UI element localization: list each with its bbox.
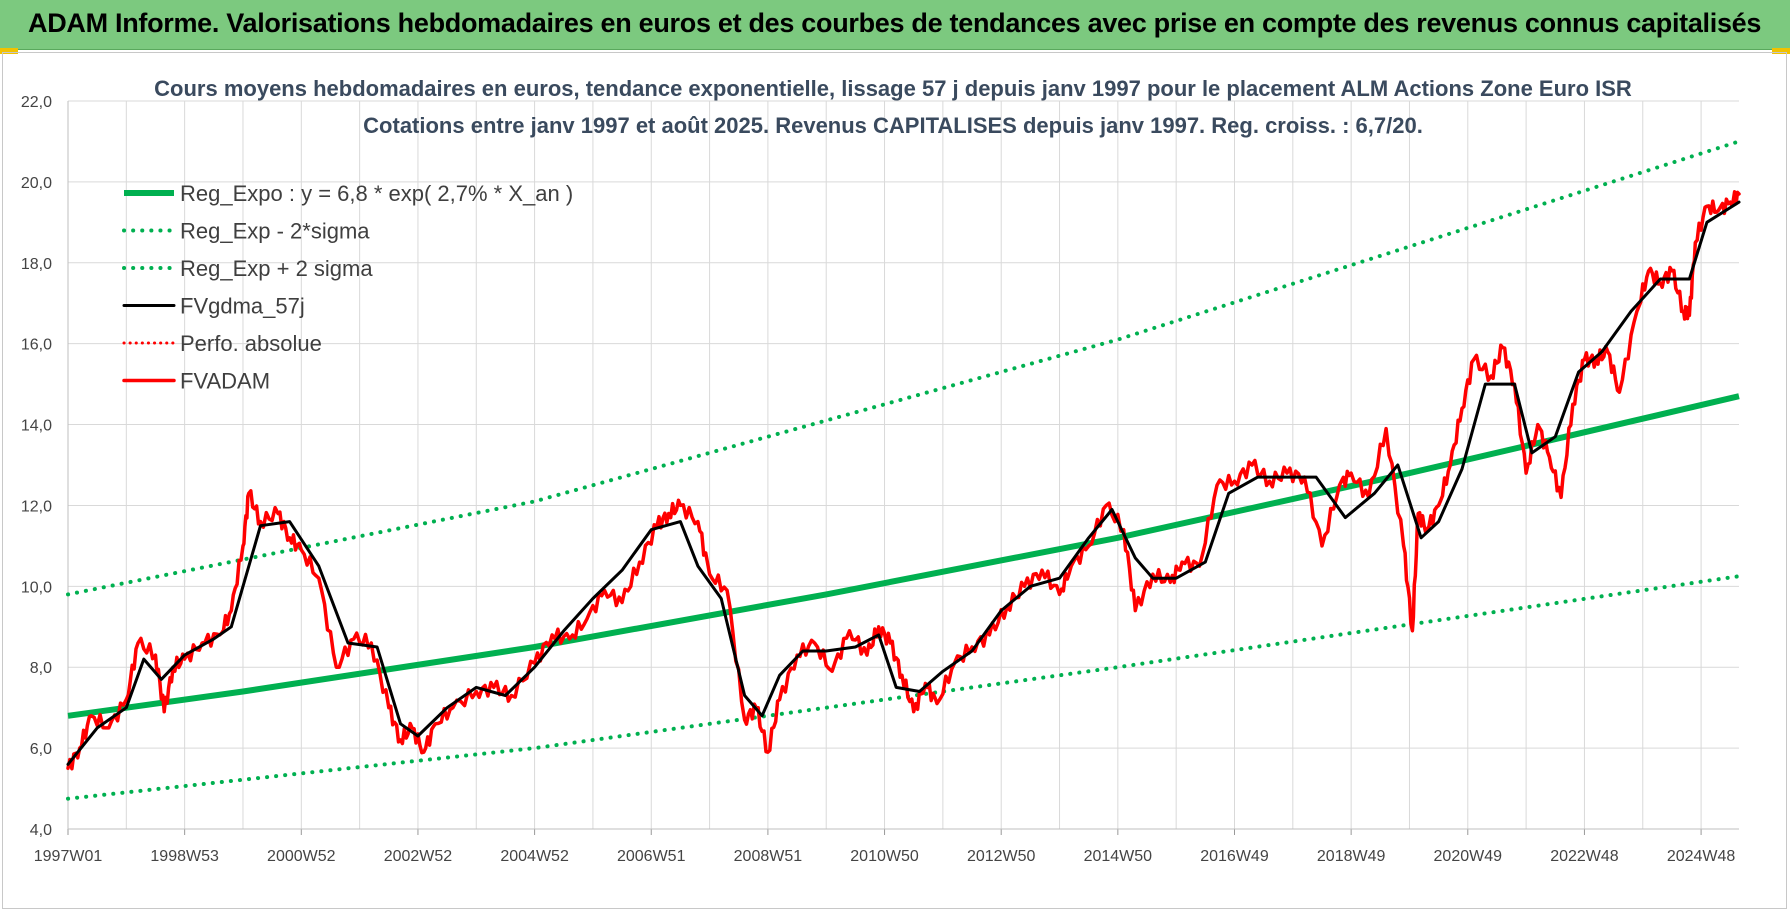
chart-title-line1: Cours moyens hebdomadaires en euros, ten… bbox=[154, 76, 1632, 101]
report-title: ADAM Informe. Valorisations hebdomadaire… bbox=[28, 8, 1762, 38]
legend-label: Reg_Expo : y = 6,8 * exp( 2,7% * X_an ) bbox=[180, 181, 573, 206]
x-tick-label: 2000W52 bbox=[267, 848, 336, 865]
x-tick-label: 2020W49 bbox=[1434, 848, 1503, 865]
corner-marker bbox=[1772, 48, 1790, 54]
series-fvgdma-57j bbox=[66, 200, 1741, 766]
y-tick-label: 18,0 bbox=[21, 256, 52, 273]
y-tick-label: 14,0 bbox=[21, 418, 52, 435]
x-tick-label: 2002W52 bbox=[384, 848, 453, 865]
series-reg-plus-2sigma bbox=[66, 139, 1741, 597]
grid bbox=[68, 100, 1739, 830]
legend-label: Reg_Exp + 2 sigma bbox=[180, 256, 373, 281]
x-tick-label: 2010W50 bbox=[850, 848, 919, 865]
y-tick-label: 20,0 bbox=[21, 175, 52, 192]
y-tick-label: 10,0 bbox=[21, 579, 52, 596]
series bbox=[66, 139, 1741, 801]
x-tick-label: 2004W52 bbox=[500, 848, 569, 865]
x-tick-label: 2012W50 bbox=[967, 848, 1036, 865]
series-fvadam bbox=[66, 190, 1741, 771]
x-tick-label: 2024W48 bbox=[1667, 848, 1736, 865]
series-reg-minus-2sigma bbox=[66, 574, 1741, 801]
legend-label: Perfo. absolue bbox=[180, 331, 322, 356]
legend-label: FVgdma_57j bbox=[180, 294, 305, 319]
y-tick-label: 16,0 bbox=[21, 337, 52, 354]
x-tick-label: 2022W48 bbox=[1550, 848, 1619, 865]
x-tick-label: 1997W01 bbox=[34, 848, 103, 865]
legend-label: Reg_Exp - 2*sigma bbox=[180, 219, 370, 244]
x-tick-label: 2016W49 bbox=[1200, 848, 1269, 865]
legend-label: FVADAM bbox=[180, 369, 270, 394]
report-banner: ADAM Informe. Valorisations hebdomadaire… bbox=[0, 0, 1790, 50]
y-tick-label: 22,0 bbox=[21, 94, 52, 111]
axes: 4,0 6,0 8,0 10,0 12,0 14,0 16,0 18,0 20,0 22,0 199… bbox=[21, 94, 1739, 865]
y-tick-label: 12,0 bbox=[21, 498, 52, 515]
series-reg-expo bbox=[67, 393, 1740, 719]
x-tick-label: 2008W51 bbox=[734, 848, 803, 865]
y-tick-label: 8,0 bbox=[30, 660, 52, 677]
legend: Reg_Expo : y = 6,8 * exp( 2,7% * X_an ) R… bbox=[122, 181, 573, 394]
x-tick-label: 1998W53 bbox=[150, 848, 219, 865]
x-tick-label: 2018W49 bbox=[1317, 848, 1386, 865]
x-tick-label: 2006W51 bbox=[617, 848, 686, 865]
chart-title-line2: Cotations entre janv 1997 et août 2025. … bbox=[363, 113, 1423, 138]
y-tick-label: 6,0 bbox=[30, 741, 52, 758]
corner-marker bbox=[0, 48, 18, 54]
chart-frame bbox=[2, 52, 1787, 909]
x-tick-label: 2014W50 bbox=[1084, 848, 1153, 865]
y-tick-label: 4,0 bbox=[30, 822, 52, 839]
